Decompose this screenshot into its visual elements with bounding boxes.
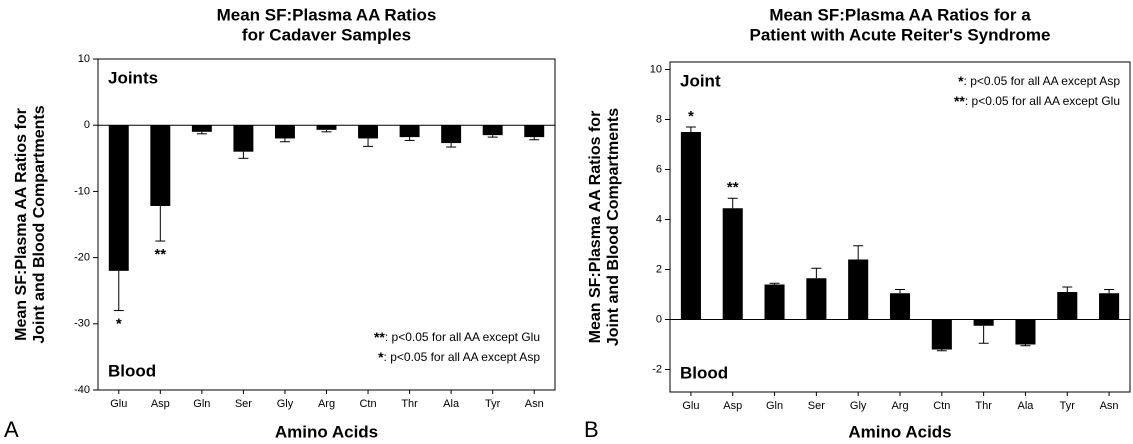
note-mark: * (958, 73, 964, 89)
x-tick-label: Tyr (485, 398, 501, 410)
x-tick-label: Ctn (359, 398, 376, 410)
y-tick-label: 10 (650, 63, 662, 75)
bar (274, 125, 295, 139)
y-tick-label: 0 (84, 119, 90, 131)
x-tick-label: Asn (525, 398, 544, 410)
y-axis-label: Mean SF:Plasma AA Ratios for (587, 111, 604, 344)
y-tick-label: 6 (656, 163, 662, 175)
x-tick-label: Thr (401, 398, 418, 410)
bar (399, 125, 420, 138)
x-tick-label: Gly (850, 400, 867, 412)
x-tick-label: Thr (975, 400, 992, 412)
x-tick-label: Asp (151, 398, 170, 410)
chart-title: Mean SF:Plasma AA Ratios (217, 5, 437, 24)
y-tick-label: 4 (656, 213, 662, 225)
y-tick-label: 8 (656, 113, 662, 125)
x-tick-label: Ala (443, 398, 460, 410)
note: **: p<0.05 for all AA except Glu (374, 329, 540, 345)
y-tick-label: 0 (656, 313, 662, 325)
note-mark: ** (954, 93, 965, 109)
x-tick-label: Arg (891, 400, 908, 412)
x-tick-label: Tyr (1060, 400, 1076, 412)
bar (316, 125, 337, 130)
x-tick-label: Ser (235, 398, 252, 410)
x-tick-label: Gly (277, 398, 294, 410)
bar (680, 132, 701, 320)
bar (722, 208, 743, 320)
y-tick-label: 2 (656, 263, 662, 275)
x-tick-label: Glu (110, 398, 127, 410)
region-label: Blood (680, 363, 728, 382)
note-text: : p<0.05 for all AA except Glu (965, 94, 1120, 108)
x-tick-label: Asn (1100, 400, 1119, 412)
y-axis-label: Joint and Blood Compartments (31, 105, 48, 343)
bar (358, 125, 379, 139)
bar (764, 284, 785, 320)
bar (108, 125, 129, 271)
note: *: p<0.05 for all AA except Asp (958, 73, 1120, 89)
y-axis-label: Joint and Blood Compartments (605, 108, 622, 346)
y-tick-label: -2 (652, 363, 662, 375)
bar (441, 125, 462, 144)
note-text: : p<0.05 for all AA except Asp (964, 74, 1121, 88)
x-tick-label: Gln (193, 398, 210, 410)
x-axis-label: Amino Acids (848, 422, 951, 441)
x-axis-label: Amino Acids (275, 422, 378, 441)
y-tick-label: -30 (74, 318, 90, 330)
bar (150, 125, 171, 206)
bar (1057, 292, 1078, 320)
bar (482, 125, 503, 136)
note: *: p<0.05 for all AA except Asp (378, 349, 540, 365)
bar (806, 278, 827, 320)
panel-label: B (584, 417, 599, 442)
x-tick-label: Glu (682, 400, 699, 412)
y-tick-label: -10 (74, 185, 90, 197)
y-tick-label: -40 (74, 384, 90, 396)
bar-label: * (688, 108, 694, 125)
x-tick-label: Asp (723, 400, 742, 412)
bar (524, 125, 545, 138)
y-tick-label: -20 (74, 252, 90, 264)
bar-label: ** (727, 179, 739, 196)
y-axis-label: Mean SF:Plasma AA Ratios for (13, 108, 30, 341)
bar (848, 259, 869, 320)
note-text: : p<0.05 for all AA except Glu (385, 330, 540, 344)
bar (889, 293, 911, 320)
y-tick-label: 10 (78, 53, 90, 65)
chart-title: Patient with Acute Reiter's Syndrome (750, 25, 1051, 44)
bar (233, 125, 254, 152)
region-label: Joint (680, 71, 721, 90)
x-tick-label: Ser (808, 400, 825, 412)
bar (931, 319, 952, 350)
note: **: p<0.05 for all AA except Glu (954, 93, 1120, 109)
x-tick-label: Gln (766, 400, 783, 412)
note-text: : p<0.05 for all AA except Asp (384, 350, 541, 364)
bar (1099, 293, 1120, 320)
chart-title: Mean SF:Plasma AA Ratios for a (769, 5, 1031, 24)
region-label: Blood (108, 361, 156, 380)
note-mark: ** (374, 329, 385, 345)
x-tick-label: Ctn (933, 400, 950, 412)
chart-title: for Cadaver Samples (242, 25, 411, 44)
panel-label: A (4, 417, 19, 442)
x-tick-label: Ala (1018, 400, 1035, 412)
bar (973, 319, 994, 326)
bar (1015, 319, 1036, 345)
bar-label: * (116, 316, 122, 333)
x-tick-label: Arg (318, 398, 335, 410)
bar-label: ** (154, 246, 166, 263)
region-label: Joints (108, 68, 158, 87)
note-mark: * (378, 349, 384, 365)
bar (191, 125, 212, 132)
